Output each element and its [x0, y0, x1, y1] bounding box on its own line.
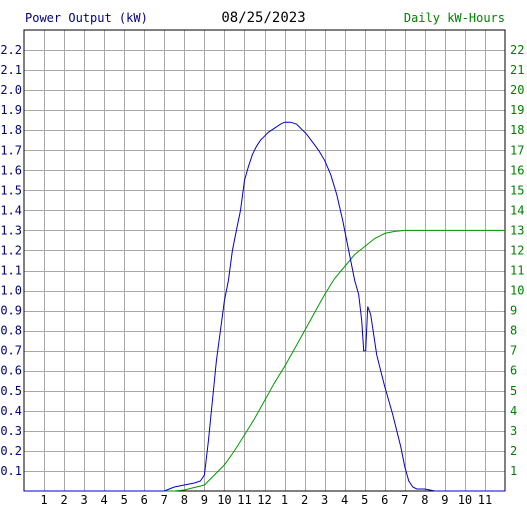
plot-background — [24, 30, 505, 491]
right-axis-tick-label: 3 — [510, 424, 517, 438]
right-axis-tick-label: 12 — [510, 243, 524, 257]
right-axis-tick-label: 4 — [510, 404, 517, 418]
left-axis-tick-label: 1.9 — [0, 103, 22, 117]
left-axis-tick-label: 1.4 — [0, 203, 22, 217]
left-axis-tick-label: 0.2 — [0, 444, 22, 458]
right-axis-tick-label: 13 — [510, 223, 524, 237]
right-axis-tick-label: 15 — [510, 183, 524, 197]
x-axis-tick-label: 3 — [81, 493, 88, 507]
x-axis-tick-label: 10 — [458, 493, 472, 507]
x-axis-tick-label: 6 — [141, 493, 148, 507]
right-axis-tick-label: 20 — [510, 83, 524, 97]
x-axis-tick-label: 4 — [101, 493, 108, 507]
x-axis-tick-label: 2 — [301, 493, 308, 507]
x-axis-tick-label: 9 — [201, 493, 208, 507]
x-axis-tick-label: 1 — [40, 493, 47, 507]
x-axis-tick-label: 11 — [478, 493, 492, 507]
left-axis-ticks: 0.1 0.2 0.3 0.4 0.5 0.6 0.7 0.8 0.9 1.0 1.1 1.2 1.3 1… — [0, 43, 22, 478]
left-axis-tick-label: 0.3 — [0, 424, 22, 438]
right-axis-label: Daily kW-Hours — [403, 11, 505, 25]
right-axis-tick-label: 9 — [510, 304, 517, 318]
right-axis-tick-label: 17 — [510, 143, 524, 157]
right-axis-tick-label: 18 — [510, 123, 524, 137]
right-axis-tick-label: 1 — [510, 464, 517, 478]
x-axis-tick-label: 8 — [181, 493, 188, 507]
right-axis-tick-label: 6 — [510, 364, 517, 378]
right-axis-tick-label: 5 — [510, 384, 517, 398]
right-axis-tick-label: 7 — [510, 344, 517, 358]
plot-frame — [23, 29, 506, 492]
right-axis-tick-label: 10 — [510, 284, 524, 298]
x-axis-tick-label: 12 — [257, 493, 271, 507]
right-axis-tick-label: 22 — [510, 43, 524, 57]
power-output-line — [24, 121, 505, 492]
left-axis-tick-label: 0.5 — [0, 384, 22, 398]
left-axis-tick-label: 1.5 — [0, 183, 22, 197]
left-axis-tick-label: 0.9 — [0, 304, 22, 318]
left-axis-tick-label: 1.7 — [0, 143, 22, 157]
x-axis-tick-label: 5 — [121, 493, 128, 507]
left-axis-tick-label: 2.0 — [0, 83, 22, 97]
left-axis-tick-label: 1.1 — [0, 264, 22, 278]
right-axis-tick-label: 8 — [510, 324, 517, 338]
x-axis-tick-label: 11 — [237, 493, 251, 507]
right-axis-tick-label: 16 — [510, 163, 524, 177]
left-axis-tick-label: 1.3 — [0, 223, 22, 237]
left-axis-tick-label: 0.4 — [0, 404, 22, 418]
daily-kwh-line — [24, 229, 505, 492]
x-axis-tick-label: 10 — [217, 493, 231, 507]
right-axis-tick-label: 11 — [510, 264, 524, 278]
x-axis-tick-label: 7 — [401, 493, 408, 507]
x-axis-tick-label: 9 — [441, 493, 448, 507]
left-axis-tick-label: 0.7 — [0, 344, 22, 358]
left-axis-tick-label: 1.2 — [0, 243, 22, 257]
chart-title-date: 08/25/2023 — [221, 10, 306, 26]
left-axis-tick-label: 0.6 — [0, 364, 22, 378]
left-axis-tick-label: 0.8 — [0, 324, 22, 338]
right-axis-tick-label: 14 — [510, 203, 524, 217]
left-axis-tick-label: 1.8 — [0, 123, 22, 137]
x-axis-tick-label: 5 — [361, 493, 368, 507]
x-axis-tick-label: 7 — [161, 493, 168, 507]
right-axis-tick-label: 21 — [510, 63, 524, 77]
x-axis-ticks: 1 2 3 4 5 6 7 8 9 10 11 12 1 2 3 4 5 6 7 8 9 10 11 — [40, 493, 492, 507]
x-axis-tick-label: 1 — [281, 493, 288, 507]
x-axis-tick-label: 8 — [421, 493, 428, 507]
left-axis-tick-label: 0.1 — [0, 464, 22, 478]
x-axis-tick-label: 2 — [60, 493, 67, 507]
left-axis-label: Power Output (kW) — [25, 11, 148, 25]
right-axis-tick-label: 2 — [510, 444, 517, 458]
left-axis-tick-label: 2.2 — [0, 43, 22, 57]
x-axis-tick-label: 3 — [321, 493, 328, 507]
left-axis-tick-label: 2.1 — [0, 63, 22, 77]
left-axis-tick-label: 1.0 — [0, 284, 22, 298]
left-axis-tick-label: 1.6 — [0, 163, 22, 177]
grid-lines — [24, 30, 505, 491]
x-axis-tick-label: 6 — [381, 493, 388, 507]
right-axis-tick-label: 19 — [510, 103, 524, 117]
x-axis-tick-label: 4 — [341, 493, 348, 507]
